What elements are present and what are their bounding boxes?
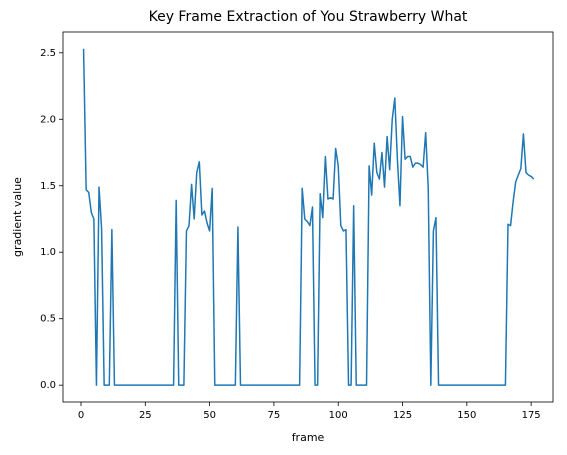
- x-tick-label: 25: [139, 410, 152, 421]
- chart-title: Key Frame Extraction of You Strawberry W…: [149, 9, 468, 25]
- x-tick-label: 100: [329, 410, 348, 421]
- x-tick-label: 0: [78, 410, 84, 421]
- y-tick-label: 0.0: [40, 380, 56, 391]
- y-tick-label: 1.0: [40, 247, 56, 258]
- x-tick-label: 50: [203, 410, 216, 421]
- y-tick-label: 2.5: [40, 48, 56, 59]
- y-tick-label: 1.5: [40, 181, 56, 192]
- axes-frame: [62, 31, 554, 403]
- x-axis-label: frame: [292, 431, 325, 444]
- line: [82, 48, 535, 386]
- x-tick-label: 175: [522, 410, 541, 421]
- y-axis-label: gradient value: [11, 177, 24, 257]
- x-tick-label: 75: [268, 410, 281, 421]
- y-tick-label: 2.0: [40, 114, 56, 125]
- x-tick-label: 150: [457, 410, 476, 421]
- y-tick-label: 0.5: [40, 314, 56, 325]
- x-tick-label: 125: [393, 410, 412, 421]
